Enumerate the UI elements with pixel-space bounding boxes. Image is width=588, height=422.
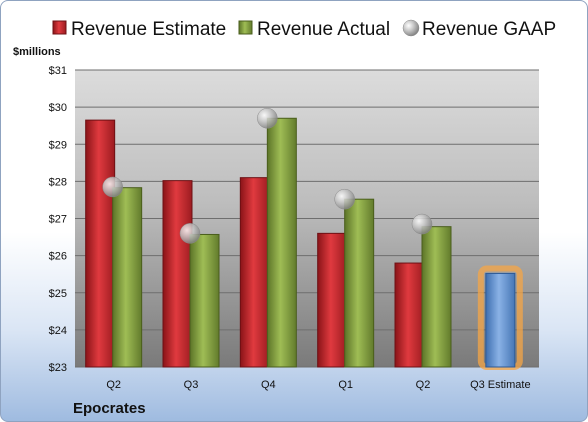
point-revenue-gaap (102, 176, 123, 198)
x-tick-label: Q4 (261, 379, 276, 391)
y-tick-label: $26 (49, 251, 67, 263)
y-tick-label: $27 (49, 214, 67, 226)
y-tick-label: $30 (49, 102, 67, 114)
bar-revenue-estimate (85, 119, 116, 368)
legend-label: Revenue Actual (257, 19, 390, 40)
bar-revenue-estimate (239, 177, 270, 368)
legend-swatch-gaap (402, 19, 420, 37)
x-tick-label: Q1 (338, 379, 353, 391)
point-revenue-gaap (257, 108, 278, 129)
plot-area: $23 $24 $25 $26 $27 $28 $29 $30 $31 Q2 Q3 Q4 Q1 Q2 Q3 … (49, 65, 539, 391)
x-tick-label: Q3 (184, 379, 199, 391)
bar-revenue-actual (189, 233, 220, 368)
legend-label: Revenue Estimate (71, 19, 226, 40)
bar-q3-estimate (485, 272, 516, 368)
point-revenue-gaap (411, 213, 433, 235)
x-tick-label: Q3 Estimate (470, 379, 531, 391)
bar-revenue-actual (266, 117, 297, 368)
x-tick-label: Q2 (416, 379, 431, 391)
company-name: Epocrates (73, 400, 146, 417)
y-tick-label: $24 (49, 325, 67, 337)
legend: Revenue Estimate Revenue Actual Revenue GA… (52, 19, 556, 40)
bar-revenue-actual (421, 226, 452, 368)
legend-label: Revenue GAAP (422, 19, 556, 40)
legend-swatch-estimate (52, 20, 67, 35)
y-tick-label: $28 (49, 176, 67, 188)
bar-revenue-estimate (162, 180, 193, 368)
legend-swatch-actual (238, 20, 253, 35)
point-revenue-gaap (334, 188, 355, 210)
y-tick-label: $25 (49, 288, 67, 300)
y-tick-label: $23 (49, 362, 67, 374)
y-tick-label: $29 (49, 139, 67, 151)
bar-revenue-actual (344, 198, 375, 368)
x-tick-label: Q2 (106, 379, 121, 391)
y-axis-unit-label: $millions (13, 46, 61, 58)
bar-revenue-estimate (317, 232, 348, 368)
bar-revenue-actual (112, 187, 143, 368)
y-tick-label: $31 (49, 65, 67, 77)
bar-revenue-estimate (394, 262, 425, 368)
point-revenue-gaap (179, 223, 201, 244)
